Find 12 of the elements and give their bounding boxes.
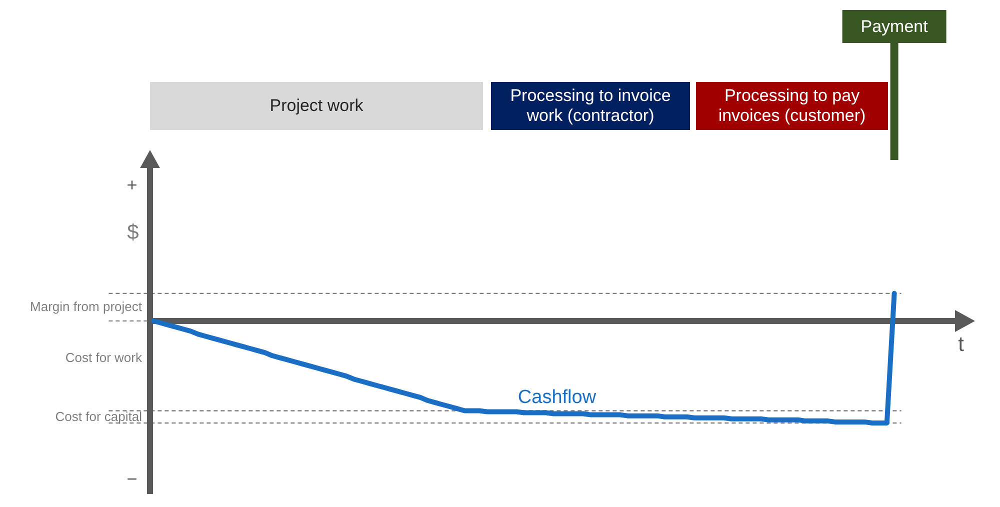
text: Cost for work: [65, 350, 142, 365]
text: −: [126, 469, 138, 489]
text: Payment: [860, 17, 928, 36]
y-axis-title: $: [127, 221, 140, 244]
x-axis-title: t: [958, 332, 964, 356]
text: Margin from project: [30, 299, 142, 314]
text: Processing to pay invoices (customer): [718, 86, 866, 125]
series-label: Cashflow: [518, 386, 596, 408]
text: Processing to invoice work (contractor): [510, 86, 671, 125]
text: Cost for capital: [55, 409, 142, 424]
text: +: [126, 175, 138, 195]
text: Project work: [270, 96, 364, 115]
